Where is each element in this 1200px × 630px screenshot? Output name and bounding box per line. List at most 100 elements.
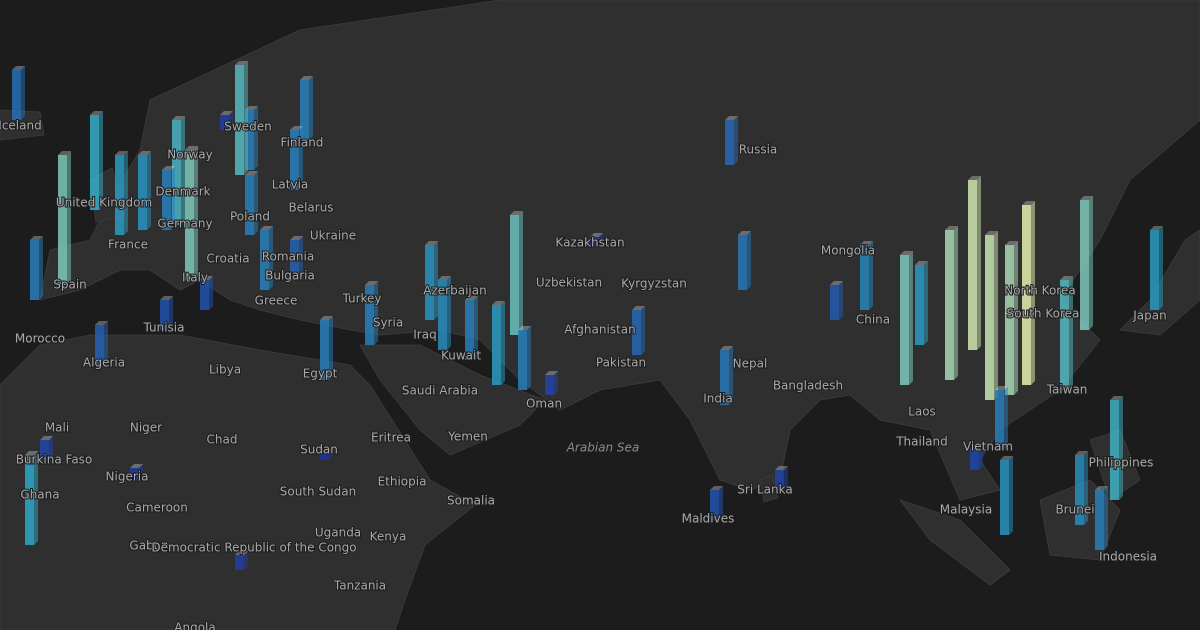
place-label: Indonesia: [1099, 550, 1157, 564]
place-label: Syria: [373, 316, 403, 330]
place-label: Sweden: [224, 120, 271, 134]
column-top: [775, 466, 788, 470]
column-side: [519, 211, 523, 335]
column-front: [465, 300, 474, 360]
column-top: [235, 551, 248, 555]
column-top: [425, 241, 438, 245]
column-top: [95, 321, 108, 325]
column-side: [447, 276, 451, 350]
column-top: [245, 106, 258, 110]
column: [632, 306, 645, 355]
column-front: [968, 180, 977, 350]
column-front: [995, 390, 1004, 450]
column: [25, 451, 38, 545]
column-side: [554, 371, 558, 395]
column-front: [860, 245, 869, 310]
iceland: [0, 109, 45, 141]
column-side: [49, 436, 53, 460]
column-front: [12, 70, 21, 120]
sri-lanka: [759, 475, 779, 503]
column-top: [518, 326, 531, 330]
place-label: Kenya: [370, 530, 407, 544]
column-front: [510, 215, 519, 335]
column: [590, 233, 603, 245]
place-label: Mongolia: [821, 244, 875, 258]
column: [775, 466, 788, 490]
column-top: [510, 211, 523, 215]
column-top: [465, 296, 478, 300]
column-top: [12, 66, 25, 70]
column: [1022, 201, 1035, 385]
place-label: Somalia: [447, 494, 495, 508]
column-front: [115, 155, 124, 235]
place-label: France: [108, 238, 148, 252]
place-label: Japan: [1132, 309, 1166, 323]
column: [160, 296, 173, 330]
column: [260, 226, 273, 290]
place-label: Angola: [174, 621, 215, 630]
column-front: [1150, 230, 1159, 310]
column-side: [229, 111, 233, 130]
column: [12, 66, 25, 120]
place-label: Sri Lanka: [737, 483, 792, 497]
column-side: [171, 166, 175, 230]
place-label: Kyrgyzstan: [621, 277, 687, 291]
place-label: Eritrea: [371, 431, 411, 445]
column-front: [185, 150, 194, 280]
column-top: [160, 296, 173, 300]
column-top: [720, 346, 733, 350]
column-front: [590, 237, 599, 245]
place-label: Ukraine: [310, 229, 356, 243]
column: [30, 236, 43, 300]
place-label: Germany: [157, 217, 212, 231]
column-front: [970, 450, 979, 470]
column-top: [365, 281, 378, 285]
place-label: Afghanistan: [564, 323, 635, 337]
column-side: [104, 321, 108, 365]
place-label: Maldives: [682, 512, 735, 526]
column-side: [747, 231, 751, 290]
column-side: [299, 126, 303, 190]
column-front: [545, 375, 554, 395]
column-front: [1080, 200, 1089, 330]
column: [1005, 241, 1018, 395]
column-side: [599, 233, 603, 245]
column-side: [1069, 276, 1073, 390]
place-label: Malaysia: [940, 503, 992, 517]
column-side: [954, 226, 958, 380]
column-top: [200, 276, 213, 280]
place-label: Croatia: [206, 252, 249, 266]
column-top: [1075, 451, 1088, 455]
column: [365, 281, 378, 345]
column: [1095, 486, 1108, 550]
column-side: [1031, 201, 1035, 385]
column-top: [300, 76, 313, 80]
column-top: [290, 236, 303, 240]
place-label: Libya: [209, 363, 241, 377]
place-label: Burkina Faso: [16, 453, 93, 467]
place-label: United Kingdom: [56, 196, 152, 210]
column: [320, 448, 333, 460]
column: [995, 386, 1008, 450]
column-side: [39, 236, 43, 300]
column-top: [830, 281, 843, 285]
place-label: Democratic Republic of the Congo: [151, 541, 356, 555]
column: [235, 61, 248, 175]
column-side: [909, 251, 913, 385]
column-front: [25, 455, 34, 545]
column-side: [1014, 241, 1018, 395]
column-side: [1104, 486, 1108, 550]
place-label: Poland: [230, 210, 270, 224]
column: [545, 371, 558, 395]
column-top: [995, 386, 1008, 390]
column: [710, 486, 723, 520]
place-label: Sudan: [300, 443, 338, 457]
column-front: [235, 65, 244, 175]
place-label: Morocco: [15, 332, 65, 346]
column-front: [138, 155, 147, 230]
column: [738, 231, 751, 290]
column: [138, 151, 151, 230]
column-side: [329, 448, 333, 460]
place-label: Tunisia: [143, 321, 185, 335]
place-label: Greece: [255, 294, 298, 308]
